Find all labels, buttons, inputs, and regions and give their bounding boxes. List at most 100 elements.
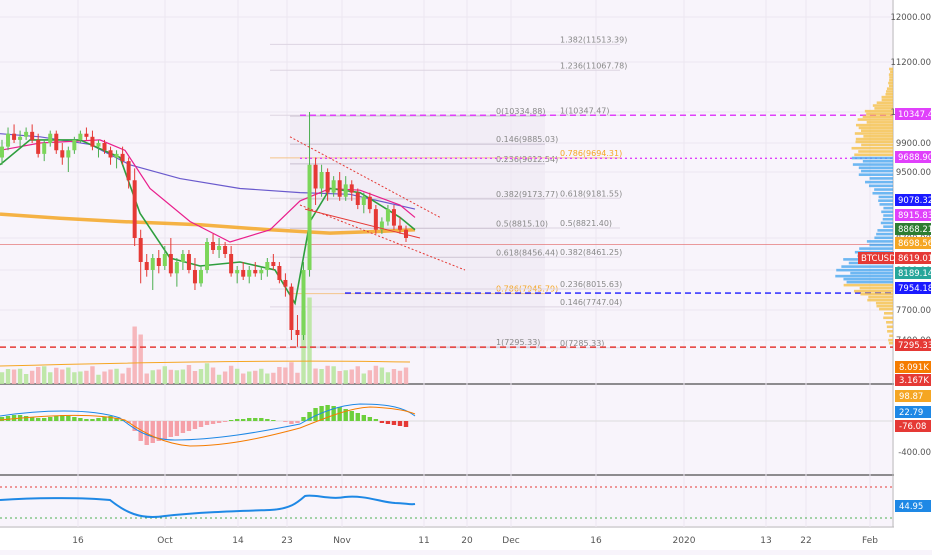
volume-bar xyxy=(144,373,149,384)
volume-bar xyxy=(126,367,131,384)
price-badge-label: 10347.47 xyxy=(898,110,932,120)
candle-body xyxy=(241,270,246,277)
candle-body xyxy=(60,150,65,158)
macd-histogram-bar xyxy=(72,417,77,421)
candle-body xyxy=(259,270,264,274)
macd-histogram-bar xyxy=(168,421,174,437)
profile-bar xyxy=(855,123,893,127)
volume-bar xyxy=(373,365,379,384)
candle-body xyxy=(223,246,228,254)
drawings[interactable] xyxy=(289,136,466,271)
volume-bar xyxy=(367,370,373,384)
volume-bar xyxy=(186,365,192,384)
macd-histogram-bar xyxy=(150,421,155,443)
profile-bar xyxy=(866,121,893,124)
candle-body xyxy=(229,254,234,274)
time-tick-label: 13 xyxy=(760,536,771,546)
horizontal-levels[interactable] xyxy=(0,114,893,348)
rsi-line xyxy=(0,494,416,518)
price-tick-label: 9500.00 xyxy=(896,168,931,178)
candle-body xyxy=(6,133,11,147)
profile-bar xyxy=(868,295,893,299)
macd-signal-line xyxy=(0,406,416,447)
profile-bar xyxy=(854,153,893,157)
rsi-axis-badge xyxy=(895,500,931,512)
time-tick-label: 2020 xyxy=(673,536,696,546)
macd-histogram-bar xyxy=(198,421,204,427)
macd-histogram-bar xyxy=(295,421,300,423)
volume-bar xyxy=(228,365,234,384)
fib-label: 0.5(8815.10) xyxy=(496,220,548,229)
candle-body xyxy=(404,229,409,238)
profile-bar xyxy=(855,140,893,144)
candle-body xyxy=(307,164,312,270)
candle-body xyxy=(397,225,402,230)
profile-bar xyxy=(881,210,893,214)
macd-histogram-bar xyxy=(5,416,11,421)
profile-bar xyxy=(888,341,893,345)
profile-bar xyxy=(836,268,893,272)
volume-axis-badge xyxy=(895,374,931,386)
profile-bar xyxy=(881,98,893,102)
macd-histogram-bar xyxy=(361,415,366,421)
profile-bar xyxy=(859,247,893,250)
time-tick-label: 16 xyxy=(72,536,84,546)
volume-bar xyxy=(204,363,210,384)
fib-label: 0.236(9612.54) xyxy=(496,155,558,164)
volume-bar xyxy=(180,369,186,384)
time-axis[interactable]: 16 Oct 14 23 Nov 11 20 Dec 16 2020 13 22 Feb xyxy=(0,528,932,550)
macd-histogram-bar xyxy=(379,421,385,423)
price-badge xyxy=(895,267,931,279)
volume-bar xyxy=(319,369,324,384)
candle-body xyxy=(78,133,83,140)
volume-bar xyxy=(253,370,258,384)
macd-histogram-bar xyxy=(29,417,35,421)
volume-bar xyxy=(66,367,71,384)
profile-bar xyxy=(854,132,893,135)
channel-inner-line xyxy=(304,208,421,239)
macd-histogram-bar xyxy=(162,421,168,439)
profile-bar xyxy=(883,316,893,320)
macd-histogram-bar xyxy=(301,417,306,421)
price-tick-label: 12000.00 xyxy=(890,13,931,23)
price-badge xyxy=(895,151,931,163)
candle-body xyxy=(174,262,179,274)
price-badges: 10347.47 9688.90 9078.32 8915.83 8868.21 8698… xyxy=(858,108,932,351)
profile-bar xyxy=(883,225,893,228)
macd-axis-badge xyxy=(895,420,931,432)
profile-bar xyxy=(886,87,893,90)
candle-body xyxy=(66,150,71,158)
volume-bar xyxy=(29,370,35,384)
candle-body xyxy=(367,196,372,210)
profile-bar xyxy=(879,203,893,206)
candle-body xyxy=(30,131,35,140)
profile-bar xyxy=(888,84,893,88)
macd-histogram-bar xyxy=(373,419,379,421)
profile-bar xyxy=(851,156,893,160)
profile-bar xyxy=(852,163,893,166)
volume-bar xyxy=(17,368,23,384)
macd-histogram-bar xyxy=(66,416,71,421)
macd-histogram-bar xyxy=(222,421,228,422)
profile-bar xyxy=(861,129,893,133)
time-axis-background xyxy=(0,528,932,550)
volume-bar xyxy=(259,368,264,384)
volume-bar xyxy=(156,369,161,384)
candle-body xyxy=(331,180,336,193)
candle-body xyxy=(319,172,324,189)
profile-bar xyxy=(869,243,893,247)
profile-bar xyxy=(857,118,893,121)
price-badge-label: 8698.56 xyxy=(898,239,932,249)
candle-body xyxy=(162,254,167,266)
profile-bar xyxy=(858,166,893,170)
volume-ma xyxy=(0,360,411,367)
profile-bar xyxy=(841,265,893,268)
fib-label: 0(10334.88) xyxy=(496,107,546,116)
candle-body xyxy=(84,133,89,137)
macd-histogram-bar xyxy=(192,421,198,429)
profile-bar xyxy=(862,159,893,163)
macd-histogram-bar xyxy=(11,415,17,421)
volume-bar xyxy=(379,367,385,384)
